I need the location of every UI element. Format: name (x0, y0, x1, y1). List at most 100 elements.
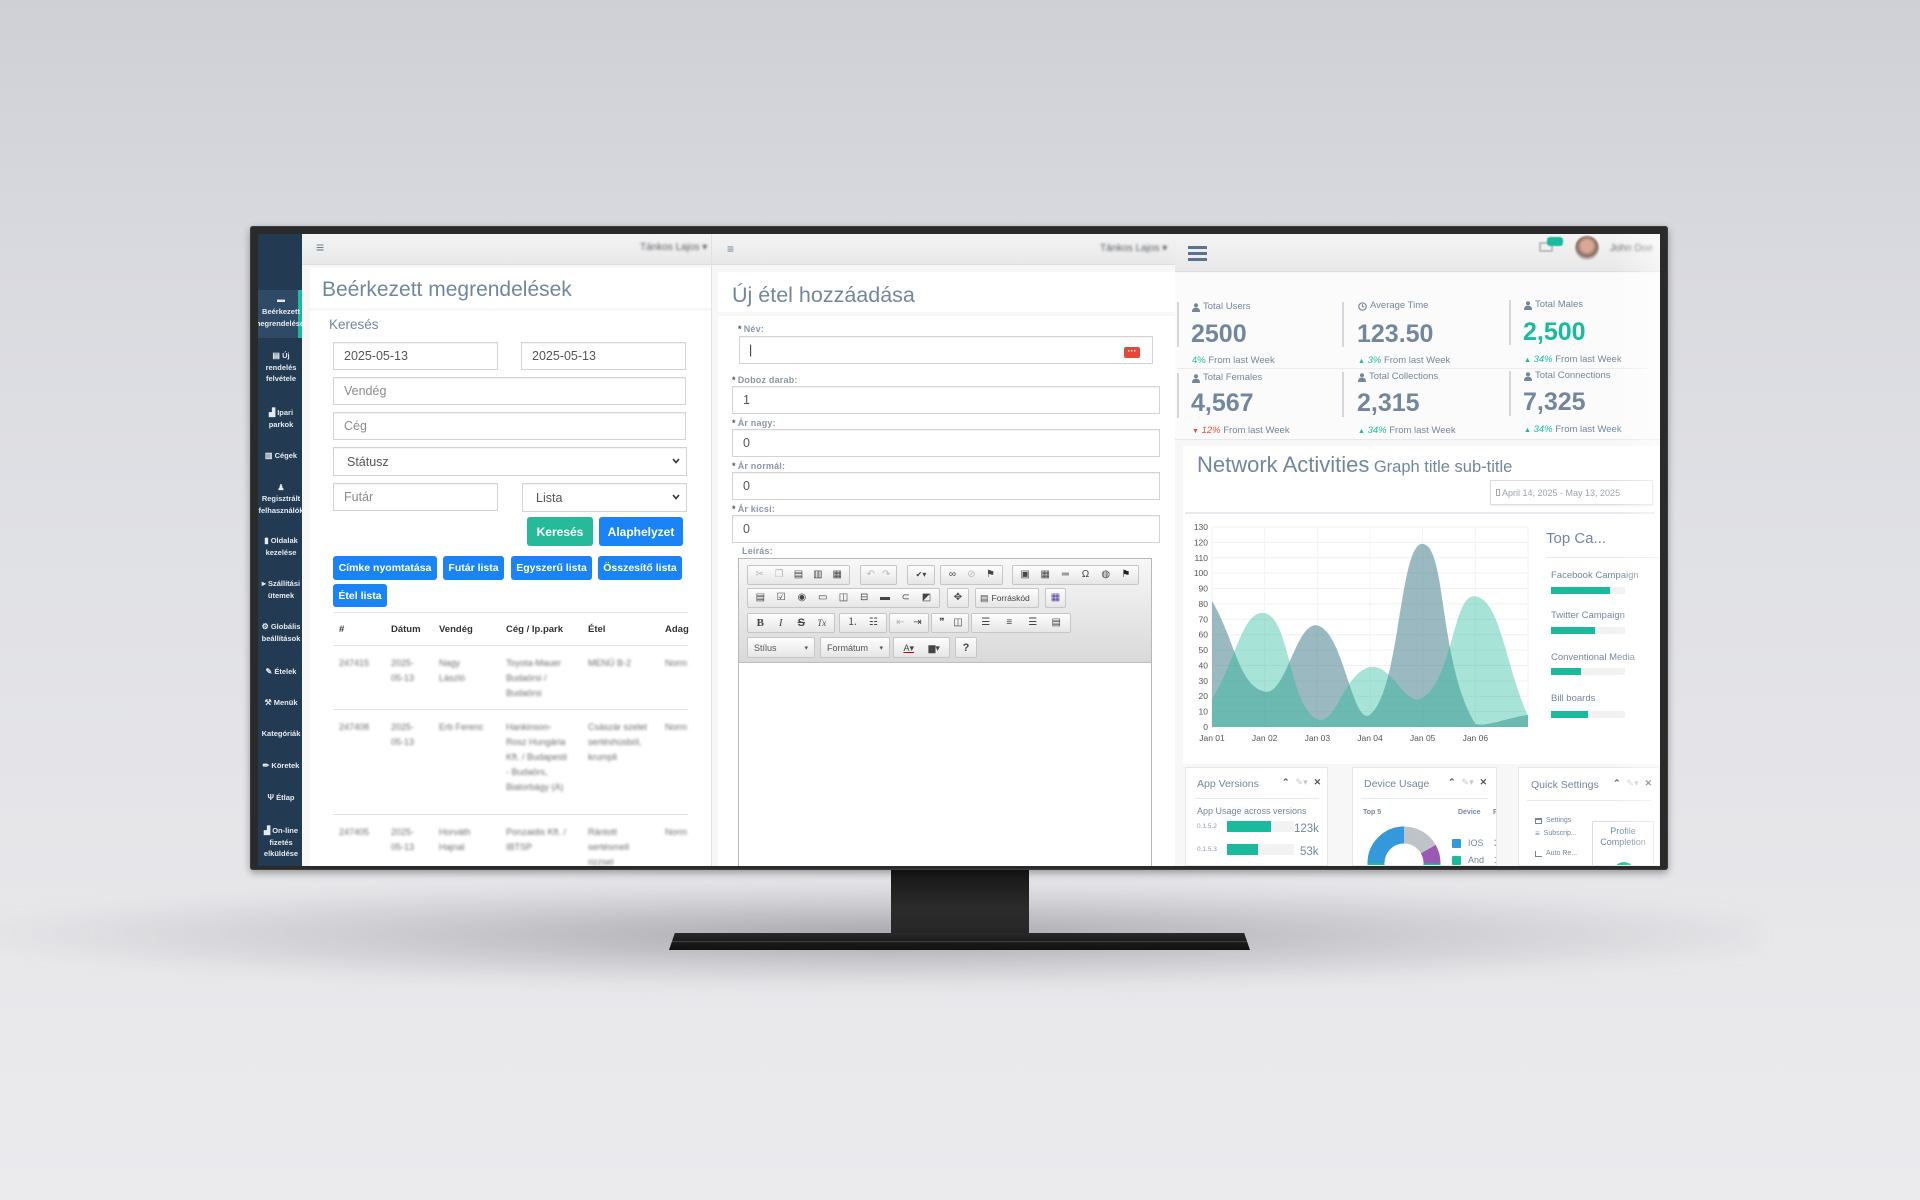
image-icon[interactable]: ▣ (1020, 569, 1030, 580)
select-icon[interactable]: ⊟ (860, 592, 869, 603)
company-input[interactable]: Cég (333, 412, 686, 440)
maximize-icon[interactable]: ✥ (953, 592, 963, 603)
food-list-button[interactable]: Étel lista (333, 584, 387, 607)
simple-list-button[interactable]: Egyszerű lista (511, 556, 592, 580)
print-labels-button[interactable]: Címke nyomtatása (333, 556, 437, 580)
chevron-up-icon[interactable]: ⌃ (1282, 777, 1290, 787)
network-chart[interactable]: 0 10 20 30 40 50 60 70 80 90 100 110 120 130 Jan 01 Jan… (1185, 520, 1535, 752)
blockquote-icon[interactable]: ❞ (939, 617, 945, 628)
quick-setting-auto-renewal[interactable]: Auto Re... (1535, 850, 1577, 857)
sidebar-item-registered-users[interactable]: ♟ Regisztrált felhasználók (258, 482, 302, 516)
unlink-icon[interactable]: ⊘ (967, 569, 976, 580)
numbered-list-icon[interactable]: ⒈ (847, 617, 858, 628)
hidden-field-icon[interactable]: ◩ (921, 592, 932, 603)
envelope-icon[interactable] (1539, 242, 1553, 252)
sidebar-item-online-payment[interactable]: ▟ On-line fizetés elküldése (258, 825, 302, 860)
name-input[interactable]: | ··· (739, 336, 1153, 364)
date-to-input[interactable]: 2025-05-13 (521, 342, 686, 370)
price-small-input[interactable]: 0 (732, 515, 1160, 543)
format-dropdown[interactable]: Formátum ▾ (820, 637, 890, 658)
search-button[interactable]: Keresés (527, 517, 593, 546)
sidebar-item-new-order[interactable]: ▤ Új rendelés felvétele (258, 350, 302, 385)
align-center-icon[interactable]: ≡ (1006, 617, 1013, 628)
remove-format-icon[interactable]: Tx (817, 618, 827, 628)
hamburger-menu-icon[interactable]: ≡ (316, 239, 325, 255)
device-donut-chart[interactable] (1366, 825, 1446, 866)
close-icon[interactable]: ✕ (1479, 777, 1488, 787)
sidebar-item-global-settings[interactable]: ⚙ Globális beállítások (258, 621, 302, 644)
bullet-list-icon[interactable]: ☷ (869, 617, 878, 628)
wrench-icon[interactable]: ✎▾ (1295, 777, 1308, 787)
redo-icon[interactable]: ↷ (882, 569, 891, 580)
sidebar-item-foods[interactable]: ✎ Ételek (258, 666, 302, 678)
quick-setting-subscription[interactable]: ≡ Subscrip... (1535, 829, 1577, 838)
indent-icon[interactable]: ⇥ (913, 617, 922, 628)
spellcheck-icon[interactable]: ✔▾ (915, 570, 927, 579)
password-manager-icon[interactable]: ··· (1124, 347, 1140, 358)
sidebar-item-pages[interactable]: ▮ Oldalak kezelése (258, 535, 302, 558)
date-from-input[interactable]: 2025-05-13 (333, 342, 498, 370)
sidebar-item-menu-card[interactable]: Ψ Étlap (258, 792, 302, 804)
help-icon[interactable]: ? (962, 641, 970, 654)
checkbox-icon[interactable]: ☑ (776, 592, 786, 603)
wrench-icon[interactable]: ✎▾ (1626, 778, 1639, 788)
quick-setting-settings[interactable]: Settings (1535, 817, 1571, 824)
link-icon[interactable]: ∞ (948, 569, 957, 580)
justify-icon[interactable]: ▤ (1051, 617, 1061, 628)
undo-icon[interactable]: ↶ (866, 569, 875, 580)
hamburger-menu-icon[interactable] (1188, 246, 1207, 261)
outdent-icon[interactable]: ⇤ (896, 617, 905, 628)
summary-list-button[interactable]: Összesítő lista (598, 556, 682, 580)
paste-word-icon[interactable]: ▦ (832, 569, 842, 580)
background-color-icon[interactable]: ▆▾ (928, 642, 940, 653)
date-range-picker[interactable]: April 14, 2025 - May 13, 2025 (1490, 480, 1653, 505)
view-select[interactable]: Lista (522, 483, 687, 512)
user-menu[interactable]: Tánkos Lajos ▾ (1100, 243, 1167, 254)
sidebar-item-menus[interactable]: ⚒ Menük (258, 697, 302, 709)
area-series-1[interactable] (1212, 543, 1528, 727)
sidebar-item-side-dishes[interactable]: ✏ Köretek (258, 760, 302, 772)
image-button-icon[interactable]: ⊂ (901, 592, 910, 603)
italic-icon[interactable]: I (778, 617, 783, 629)
sidebar-item-incoming-orders[interactable]: ▬ Beérkezett megrendelések (258, 293, 302, 329)
bold-icon[interactable]: B (756, 617, 764, 629)
wrench-icon[interactable]: ✎▾ (1461, 777, 1474, 787)
editor-content-area[interactable] (739, 664, 1151, 866)
button-icon[interactable]: ▬ (879, 592, 890, 603)
box-count-input[interactable]: 1 (732, 386, 1160, 414)
chevron-up-icon[interactable]: ⌃ (1613, 778, 1621, 788)
horizontal-line-icon[interactable]: ═ (1061, 569, 1069, 580)
rich-text-editor[interactable]: ✂ ❐ ▤ ▥ ▦ ↶ ↷ ✔▾ ∞ ⊘ (738, 558, 1152, 866)
style-dropdown[interactable]: Stílus ▾ (747, 637, 815, 658)
column-header-portion[interactable]: Adag (665, 624, 689, 635)
user-menu[interactable]: Tánkos Lajos ▾ (640, 242, 707, 253)
align-right-icon[interactable]: ☰ (1028, 617, 1038, 628)
column-header-date[interactable]: Dátum (391, 624, 421, 635)
reset-button[interactable]: Alaphelyzet (599, 517, 683, 546)
area-series-2[interactable] (1212, 596, 1528, 727)
paste-text-icon[interactable]: ▥ (813, 569, 823, 580)
radio-icon[interactable]: ◉ (797, 592, 807, 603)
sidebar-item-delivery-schedules[interactable]: ▸ Szállítási ütemek (258, 578, 302, 601)
strike-icon[interactable]: S (797, 617, 805, 629)
iframe-icon[interactable]: ◍ (1101, 569, 1111, 580)
price-large-input[interactable]: 0 (732, 429, 1160, 457)
table-icon[interactable]: ▦ (1040, 569, 1050, 580)
close-icon[interactable]: ✕ (1313, 777, 1322, 787)
div-icon[interactable]: ◫ (953, 617, 963, 628)
guest-input[interactable]: Vendég (333, 377, 686, 405)
anchor-icon[interactable]: ⚑ (986, 569, 995, 580)
column-header-guest[interactable]: Vendég (439, 624, 473, 635)
align-left-icon[interactable]: ☰ (981, 617, 991, 628)
close-icon[interactable]: ✕ (1644, 778, 1653, 788)
courier-list-button[interactable]: Futár lista (443, 556, 504, 580)
special-char-icon[interactable]: Ω (1081, 569, 1090, 580)
sidebar-item-categories[interactable]: Kategóriák (258, 728, 302, 740)
copy-icon[interactable]: ❐ (774, 569, 784, 580)
cut-icon[interactable]: ✂ (755, 569, 764, 580)
column-header-id[interactable]: # (339, 624, 345, 635)
hamburger-menu-icon[interactable]: ≡ (727, 242, 735, 256)
courier-input[interactable]: Futár (333, 483, 498, 511)
text-color-icon[interactable]: A▾ (903, 642, 915, 653)
column-header-company[interactable]: Cég / Ip.park (506, 624, 564, 635)
